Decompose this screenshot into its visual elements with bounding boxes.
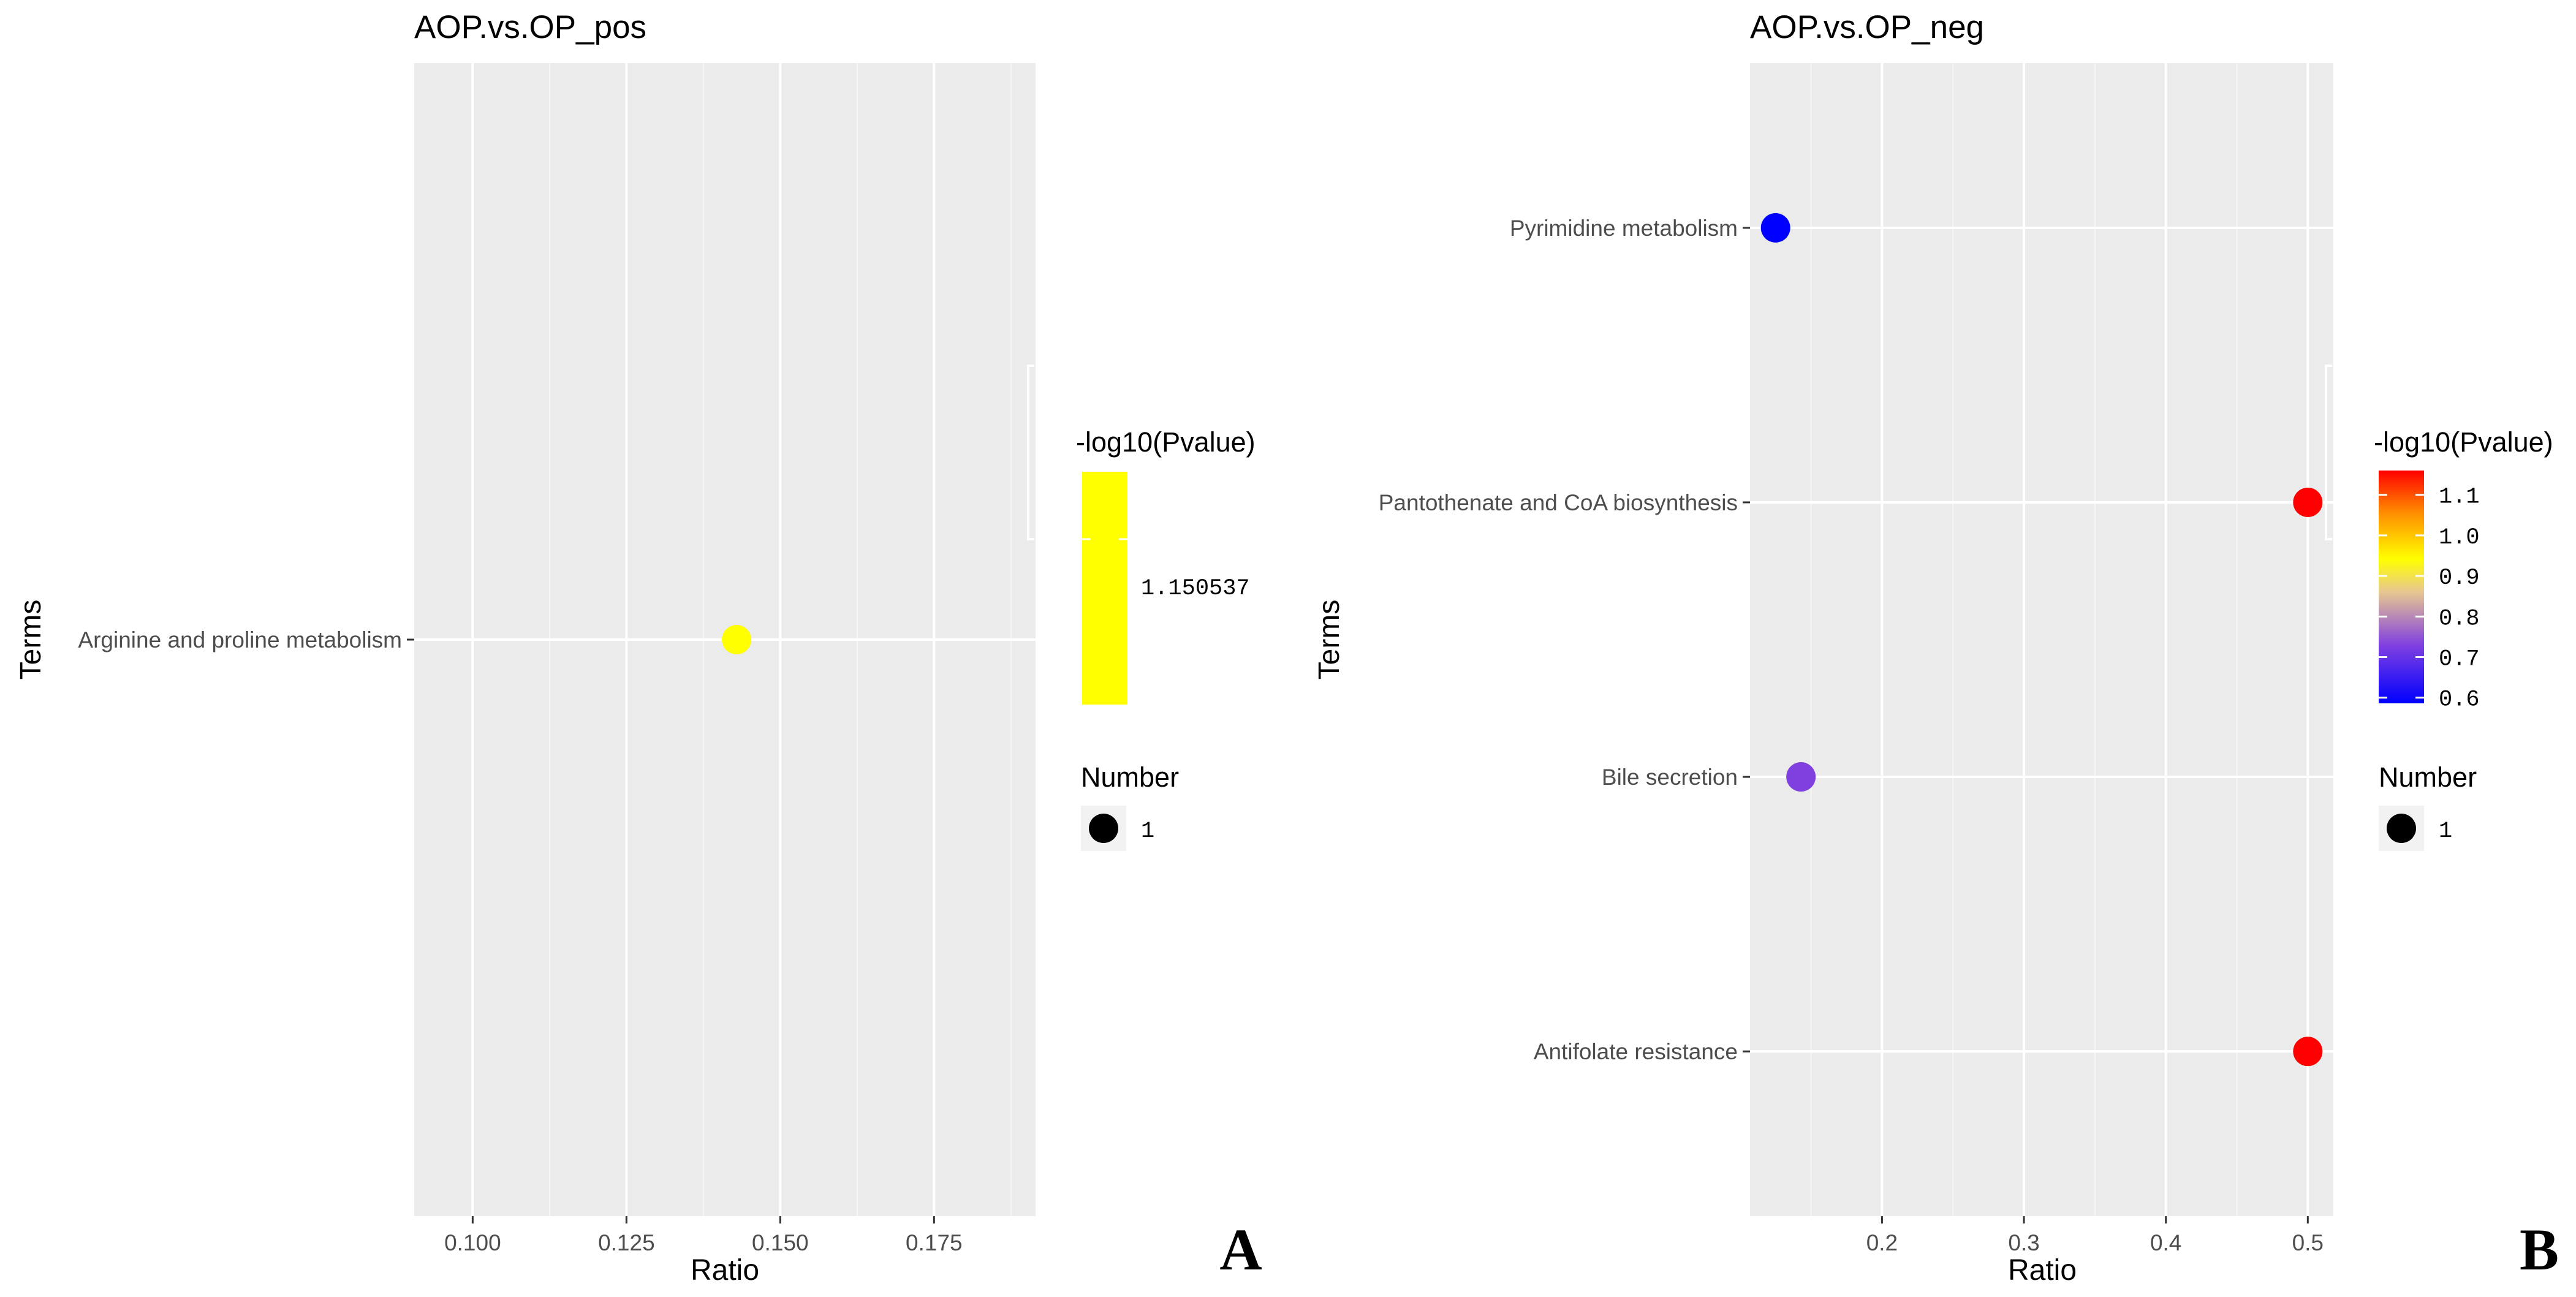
x-tick-label: 0.4	[2150, 1230, 2181, 1255]
grid-b	[1750, 63, 2333, 1216]
y-tick-label: Bile secretion	[1602, 765, 1738, 790]
colorbar-ticks-b: 1.1 1.0 0.9 0.8 0.7 0.6	[2379, 485, 2480, 713]
plot-area-b	[1750, 63, 2333, 1216]
x-tick-label: 0.3	[2008, 1230, 2039, 1255]
x-tick-label: 0.2	[1866, 1230, 1898, 1255]
x-tick-label: 0.150	[752, 1230, 809, 1255]
size-legend-title-a: Number	[1081, 762, 1179, 793]
x-tick-label: 0.5	[2292, 1230, 2324, 1255]
colorbar-label: 0.8	[2439, 606, 2480, 632]
color-legend-title-a: -log10(Pvalue)	[1076, 426, 1256, 458]
y-axis-label-a: Terms	[15, 600, 47, 680]
legend-bracket-a	[1027, 365, 1034, 540]
points-a	[722, 625, 752, 654]
colorbar-label: 0.7	[2439, 647, 2480, 673]
color-legend-title-b: -log10(Pvalue)	[2374, 426, 2553, 458]
x-axis-label-b: Ratio	[2008, 1254, 2077, 1287]
color-legend-b: -log10(Pvalue) 1.1 1.0 0.9 0.8 0.7 0.6	[2374, 426, 2553, 713]
x-axis-a: 0.100 0.125 0.150 0.175	[444, 1216, 963, 1255]
data-point	[722, 625, 752, 654]
panel-letter-b: B	[2520, 1217, 2559, 1282]
data-point	[1760, 213, 1790, 243]
colorbar-label: 0.6	[2439, 687, 2480, 713]
chart-title-b: AOP.vs.OP_neg	[1750, 9, 1984, 45]
size-legend-a: Number 1	[1081, 762, 1179, 851]
points-b	[1760, 213, 2323, 1067]
colorbar-label: 0.9	[2439, 565, 2480, 591]
x-tick-label: 0.125	[598, 1230, 655, 1255]
colorbar-label: 1.1	[2439, 485, 2480, 510]
y-tick-label: Arginine and proline metabolism	[78, 627, 402, 652]
size-legend-title-b: Number	[2379, 762, 2477, 793]
colorbar-label: 1.0	[2439, 525, 2480, 551]
data-point	[1786, 762, 1816, 792]
data-point	[2293, 487, 2323, 517]
chart-title-a: AOP.vs.OP_pos	[414, 9, 646, 45]
x-tick-label: 0.100	[444, 1230, 501, 1255]
x-axis-label-a: Ratio	[691, 1254, 759, 1287]
size-legend-dot-a	[1089, 814, 1118, 843]
y-tick-label: Antifolate resistance	[1534, 1039, 1738, 1064]
panel-letter-a: A	[1219, 1217, 1262, 1282]
y-axis-a: Arginine and proline metabolism	[78, 627, 414, 652]
data-point	[2293, 1037, 2323, 1067]
colorbar-b	[2379, 471, 2424, 703]
y-axis-label-b: Terms	[1313, 600, 1346, 680]
y-tick-label: Pantothenate and CoA biosynthesis	[1379, 490, 1738, 515]
size-legend-label-a: 1	[1141, 819, 1154, 844]
x-tick-label: 0.175	[906, 1230, 963, 1255]
panel-a: AOP.vs.OP_pos Arginine and proline metab…	[15, 9, 1262, 1287]
legend-bracket-b	[2325, 365, 2332, 540]
colorbar-label-a: 1.150537	[1141, 576, 1250, 602]
size-legend-label-b: 1	[2439, 819, 2452, 844]
size-legend-b: Number 1	[2379, 762, 2477, 851]
color-legend-a: -log10(Pvalue) 1.150537	[1076, 426, 1256, 705]
y-axis-b: Pyrimidine metabolism Pantothenate and Co…	[1379, 216, 1750, 1064]
panel-b: AOP.vs.OP_neg Pyrimidine metabolism Panto…	[1313, 9, 2559, 1287]
size-legend-dot-b	[2387, 814, 2416, 843]
grid-a	[414, 63, 1036, 1216]
x-axis-b: 0.2 0.3 0.4 0.5	[1866, 1216, 2324, 1255]
y-tick-label: Pyrimidine metabolism	[1510, 216, 1738, 241]
colorbar-a	[1082, 472, 1127, 705]
